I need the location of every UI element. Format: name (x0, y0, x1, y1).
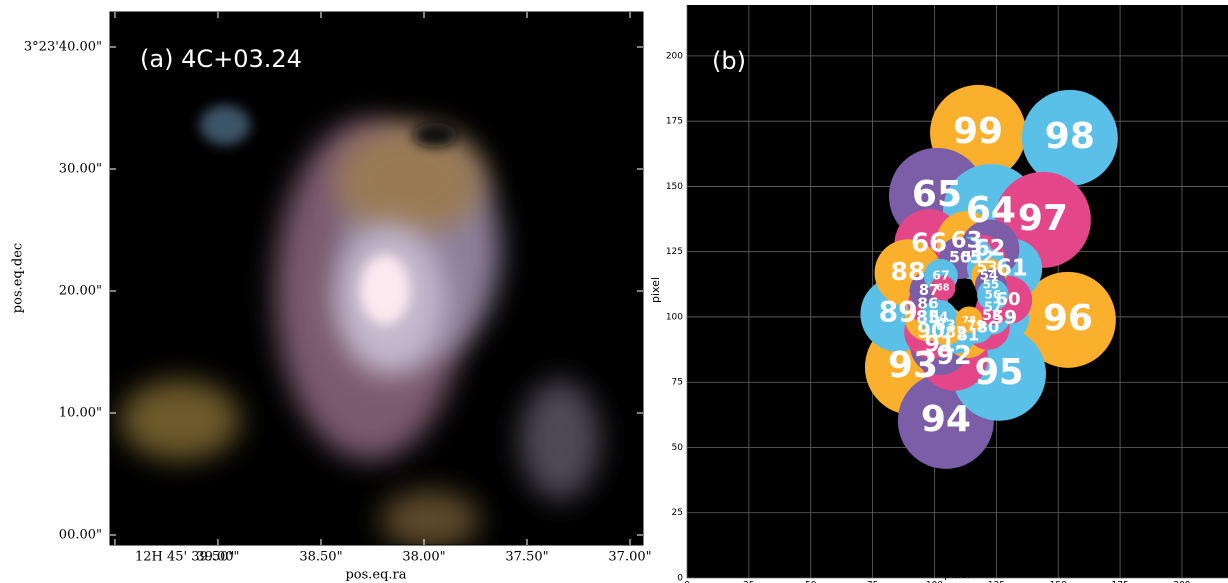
y-tick-label: 0 (677, 574, 683, 583)
y-axis-label: pos.eq.dec (11, 243, 26, 313)
y-tick-label: 75 (672, 378, 683, 388)
x-tick-label: 37.00" (608, 550, 651, 565)
region-label: 89 (878, 296, 917, 329)
region-label: 95 (975, 352, 1024, 393)
region-label: 99 (953, 111, 1003, 152)
y-tick-label: 3°23'40.00" (24, 40, 102, 55)
region-label: 97 (1018, 198, 1068, 239)
x-tick-label: 39.00" (196, 550, 239, 565)
region-label: 78 (962, 315, 976, 326)
y-axis-label: pixel (649, 277, 662, 303)
y-tick-label: 100 (666, 312, 683, 322)
region-label: 94 (921, 399, 971, 440)
x-tick-label: 38.50" (299, 550, 342, 565)
y-tick-label: 175 (666, 117, 683, 127)
x-axis-label: pos.eq.ra (345, 568, 406, 583)
y-tick-label: 125 (666, 247, 683, 257)
y-tick-label: 10.00" (59, 406, 102, 421)
y-tick-label: 50 (672, 443, 684, 453)
y-tick-label: 25 (672, 508, 683, 518)
region-label: 96 (1043, 298, 1093, 339)
region-label: 68 (936, 282, 949, 293)
panel-a-title: (a) 4C+03.24 (140, 45, 302, 73)
y-tick-label: 20.00" (59, 284, 102, 299)
panel-b-title: (b) (712, 47, 746, 75)
y-tick-label: 00.00" (59, 527, 102, 542)
x-tick-label: 38.00" (402, 550, 445, 565)
region-label: 64 (966, 190, 1016, 231)
y-tick-label: 30.00" (59, 162, 102, 177)
region-label: 56 (985, 288, 1001, 302)
region-label: 84 (929, 310, 948, 326)
x-tick-label: 37.50" (505, 550, 548, 565)
region-label: 67 (932, 267, 950, 282)
region-label: 50 (949, 247, 971, 266)
figure: (a) 4C+03.24 pos.eq.ra pos.eq.dec 99 98 65… (0, 0, 1228, 583)
page: {"chart_data": [ {"type": "image", "titl… (0, 0, 1228, 583)
y-tick-label: 150 (666, 182, 683, 192)
region-label: 66 (911, 228, 947, 258)
y-tick-label: 200 (666, 51, 683, 61)
region-label: 65 (912, 174, 962, 215)
region-label: 98 (1045, 116, 1095, 157)
x-axis-label: pixel (944, 568, 970, 581)
region-label: 57 (984, 301, 1002, 316)
